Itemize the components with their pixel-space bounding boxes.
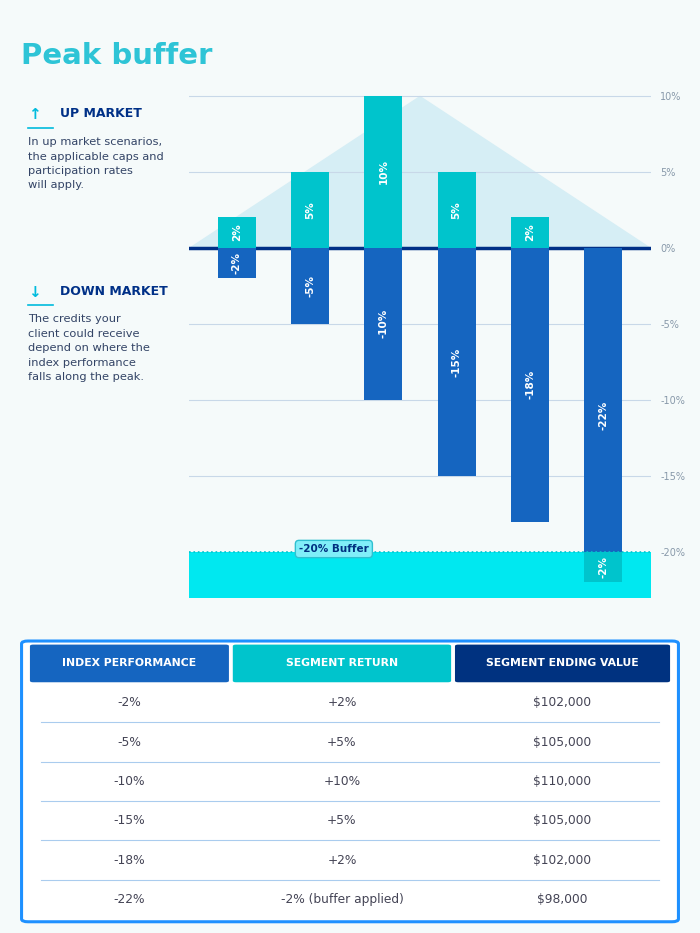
Text: INDEX PERFORMANCE: INDEX PERFORMANCE xyxy=(62,659,197,668)
Bar xyxy=(584,552,622,582)
Text: -18%: -18% xyxy=(113,854,145,867)
Text: -22%: -22% xyxy=(113,893,145,906)
Text: $102,000: $102,000 xyxy=(533,854,592,867)
Text: $105,000: $105,000 xyxy=(533,735,592,748)
Bar xyxy=(511,248,549,522)
Text: -15%: -15% xyxy=(113,815,145,828)
Text: SEGMENT ENDING VALUE: SEGMENT ENDING VALUE xyxy=(486,659,639,668)
Text: -18%: -18% xyxy=(525,370,535,399)
Text: The credits your
client could receive
depend on where the
index performance
fall: The credits your client could receive de… xyxy=(28,314,150,382)
Text: $102,000: $102,000 xyxy=(533,696,592,709)
Text: DOWN MARKET: DOWN MARKET xyxy=(60,285,167,298)
Text: 10%: 10% xyxy=(378,160,388,185)
Text: SEGMENT RETURN: SEGMENT RETURN xyxy=(286,659,398,668)
Text: -20% Buffer: -20% Buffer xyxy=(299,544,369,554)
Text: -10%: -10% xyxy=(113,775,145,787)
FancyBboxPatch shape xyxy=(22,641,678,922)
Text: +5%: +5% xyxy=(327,735,357,748)
FancyBboxPatch shape xyxy=(233,645,451,682)
Bar xyxy=(291,172,329,248)
Bar xyxy=(189,552,651,598)
Text: -2% (buffer applied): -2% (buffer applied) xyxy=(281,893,403,906)
Bar xyxy=(291,248,329,324)
Text: +5%: +5% xyxy=(327,815,357,828)
Text: $110,000: $110,000 xyxy=(533,775,592,787)
Bar xyxy=(364,248,402,400)
Bar xyxy=(218,248,256,278)
Bar xyxy=(438,248,476,476)
Text: 5%: 5% xyxy=(305,201,315,218)
Text: -2%: -2% xyxy=(118,696,141,709)
Bar xyxy=(511,217,549,248)
Text: -5%: -5% xyxy=(305,275,315,297)
Polygon shape xyxy=(189,96,651,248)
Text: -10%: -10% xyxy=(378,309,388,339)
Text: UP MARKET: UP MARKET xyxy=(60,107,141,120)
Bar xyxy=(584,248,622,582)
Bar xyxy=(364,96,402,248)
FancyBboxPatch shape xyxy=(455,645,670,682)
Text: $105,000: $105,000 xyxy=(533,815,592,828)
Text: 2%: 2% xyxy=(525,224,535,242)
Text: -2%: -2% xyxy=(232,252,242,274)
Text: -5%: -5% xyxy=(118,735,141,748)
FancyBboxPatch shape xyxy=(30,645,229,682)
Text: ↓: ↓ xyxy=(28,285,41,299)
Bar xyxy=(218,217,256,248)
Text: 5%: 5% xyxy=(452,201,462,218)
Text: In up market scenarios,
the applicable caps and
participation rates
will apply.: In up market scenarios, the applicable c… xyxy=(28,137,164,190)
Text: Peak buffer: Peak buffer xyxy=(21,42,212,70)
Text: -22%: -22% xyxy=(598,400,608,430)
Text: -15%: -15% xyxy=(452,347,462,377)
Text: +10%: +10% xyxy=(323,775,360,787)
Text: +2%: +2% xyxy=(328,854,356,867)
Text: +2%: +2% xyxy=(328,696,356,709)
Text: ↑: ↑ xyxy=(28,107,41,122)
Text: $98,000: $98,000 xyxy=(538,893,588,906)
Text: -2%: -2% xyxy=(598,556,608,578)
Text: 2%: 2% xyxy=(232,224,242,242)
Bar xyxy=(438,172,476,248)
